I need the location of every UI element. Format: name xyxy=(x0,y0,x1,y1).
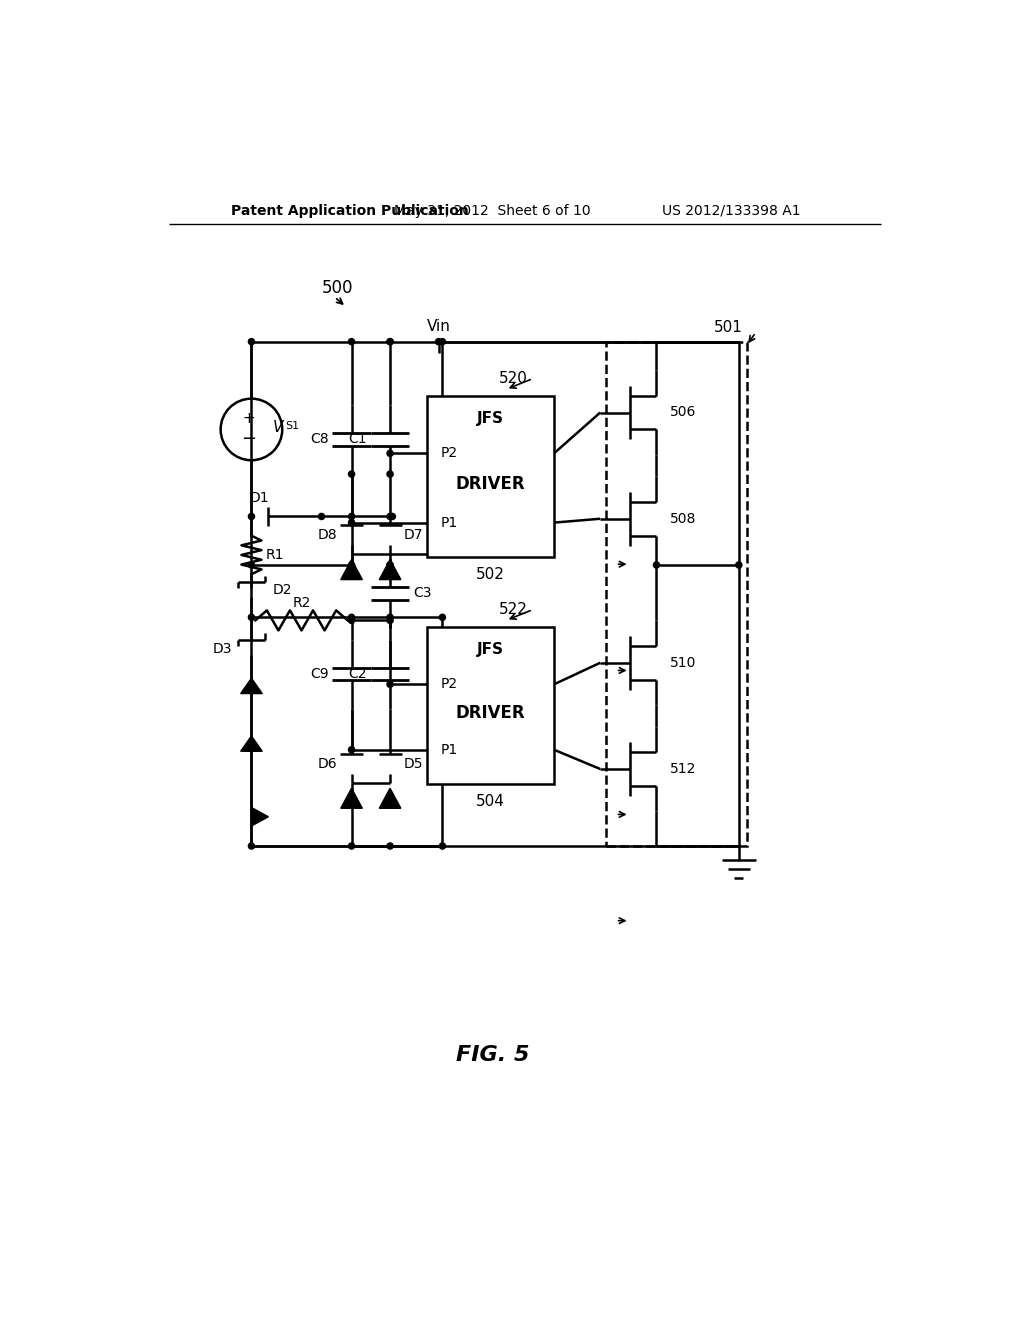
Bar xyxy=(427,396,554,557)
Text: 500: 500 xyxy=(322,279,353,297)
Text: P2: P2 xyxy=(441,446,458,461)
Circle shape xyxy=(387,471,393,478)
Circle shape xyxy=(439,843,445,849)
Circle shape xyxy=(389,513,395,520)
Circle shape xyxy=(387,513,393,520)
Circle shape xyxy=(387,618,393,623)
Text: May 31, 2012  Sheet 6 of 10: May 31, 2012 Sheet 6 of 10 xyxy=(394,203,591,218)
Text: R1: R1 xyxy=(265,548,284,562)
Circle shape xyxy=(439,339,445,345)
Circle shape xyxy=(348,562,354,568)
Text: D1: D1 xyxy=(250,491,269,506)
Text: C8: C8 xyxy=(310,433,329,446)
Text: P1: P1 xyxy=(441,516,458,529)
Circle shape xyxy=(387,339,393,345)
Text: 510: 510 xyxy=(670,656,696,669)
Circle shape xyxy=(348,843,354,849)
Circle shape xyxy=(348,520,354,525)
Text: 512: 512 xyxy=(670,762,696,776)
Text: V: V xyxy=(273,420,284,434)
Polygon shape xyxy=(241,678,262,693)
Circle shape xyxy=(249,513,255,520)
Text: 520: 520 xyxy=(499,371,528,387)
Text: −: − xyxy=(241,430,256,447)
Text: 504: 504 xyxy=(476,793,505,809)
Text: DRIVER: DRIVER xyxy=(456,704,525,722)
Circle shape xyxy=(653,562,659,568)
Text: US 2012/133398 A1: US 2012/133398 A1 xyxy=(662,203,801,218)
Circle shape xyxy=(435,339,441,345)
Circle shape xyxy=(387,450,393,457)
Circle shape xyxy=(387,339,393,345)
Circle shape xyxy=(348,339,354,345)
Circle shape xyxy=(249,614,255,620)
Circle shape xyxy=(348,471,354,478)
Circle shape xyxy=(318,513,325,520)
Text: D6: D6 xyxy=(318,756,338,771)
Circle shape xyxy=(387,614,393,620)
Text: C3: C3 xyxy=(413,586,432,601)
Text: C9: C9 xyxy=(310,668,329,681)
Text: D5: D5 xyxy=(403,756,423,771)
Circle shape xyxy=(387,562,393,568)
Text: 506: 506 xyxy=(670,405,696,420)
Polygon shape xyxy=(252,808,268,826)
Circle shape xyxy=(387,562,393,568)
Text: C2: C2 xyxy=(348,668,367,681)
Bar xyxy=(427,627,554,784)
Text: 508: 508 xyxy=(670,512,696,525)
Polygon shape xyxy=(341,788,362,808)
Bar xyxy=(605,342,746,846)
Circle shape xyxy=(387,681,393,688)
Text: 522: 522 xyxy=(499,602,528,618)
Text: 501: 501 xyxy=(714,321,742,335)
Text: 502: 502 xyxy=(476,566,505,582)
Circle shape xyxy=(249,843,255,849)
Text: Vin: Vin xyxy=(427,318,451,334)
Text: JFS: JFS xyxy=(477,642,504,657)
Text: DRIVER: DRIVER xyxy=(456,475,525,494)
Circle shape xyxy=(348,618,354,623)
Text: JFS: JFS xyxy=(477,411,504,426)
Text: R2: R2 xyxy=(292,597,310,610)
Text: D3: D3 xyxy=(213,642,232,656)
Text: P1: P1 xyxy=(441,743,458,756)
Text: D7: D7 xyxy=(403,528,423,543)
Polygon shape xyxy=(241,737,262,751)
Text: D8: D8 xyxy=(318,528,338,543)
Circle shape xyxy=(348,747,354,752)
Circle shape xyxy=(736,562,742,568)
Text: Patent Application Publication: Patent Application Publication xyxy=(230,203,468,218)
Text: D2: D2 xyxy=(273,582,293,597)
Circle shape xyxy=(439,614,445,620)
Text: P2: P2 xyxy=(441,677,458,692)
Text: S1: S1 xyxy=(286,421,299,430)
Circle shape xyxy=(348,513,354,520)
Circle shape xyxy=(348,614,354,620)
Polygon shape xyxy=(379,560,400,579)
Text: FIG. 5: FIG. 5 xyxy=(456,1045,529,1065)
Circle shape xyxy=(249,562,255,568)
Polygon shape xyxy=(341,560,362,579)
Polygon shape xyxy=(379,788,400,808)
Circle shape xyxy=(387,843,393,849)
Circle shape xyxy=(249,339,255,345)
Text: C1: C1 xyxy=(348,433,367,446)
Text: +: + xyxy=(242,411,255,426)
